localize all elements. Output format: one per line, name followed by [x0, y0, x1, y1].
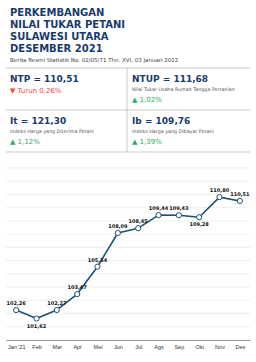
marks [14, 195, 243, 322]
tick-label: Feb [32, 344, 41, 350]
divider [6, 110, 250, 111]
chart: Jan '21 Feb Mar Apr Mei Jun Jul Ags Sep Okt Nov Des… [6, 168, 251, 350]
divider [6, 68, 250, 69]
indicator-change: ▲ 1,12% [10, 138, 40, 146]
data-label: 108,09 [108, 223, 128, 229]
grid-line [6, 273, 250, 274]
data-labels: 102,26 101,62 102,27 103,47 105,54 108,09108,… [7, 187, 250, 328]
tick-label: Jul [135, 344, 142, 350]
tick: Okt [195, 340, 204, 350]
tick-label: Okt [195, 344, 204, 350]
tick: Feb [32, 340, 41, 350]
tick-label: Mar [53, 344, 63, 350]
tick: Jan '21 [8, 340, 26, 350]
indicator-note: Indeks Harga yang Diterima Petani [10, 129, 94, 134]
data-label: 105,54 [88, 257, 108, 263]
marker [34, 316, 39, 321]
grid-line [6, 313, 250, 314]
tick: Des [235, 340, 245, 350]
data-label: 108,45 [129, 218, 149, 224]
grid-line [6, 207, 250, 208]
marker [136, 226, 141, 231]
grid-line [6, 181, 250, 182]
data-label: 109,28 [190, 221, 210, 227]
grid-line [6, 287, 250, 288]
grid-line [6, 234, 250, 235]
marker [217, 195, 222, 200]
marker [54, 307, 59, 312]
divider [6, 152, 250, 153]
indicator-label: Ib = 109,76 [132, 116, 190, 126]
title: PERKEMBANGAN [10, 7, 104, 18]
divider [127, 68, 128, 110]
tick-label: Mei [94, 344, 103, 350]
indicator-label: It = 121,30 [10, 116, 66, 126]
tick: Ags [154, 340, 164, 350]
data-label: 103,47 [68, 284, 88, 290]
axis-line [7, 340, 251, 341]
tick-label: Jan '21 [8, 344, 26, 350]
data-label: 102,27 [47, 300, 67, 306]
marker [14, 307, 19, 312]
grid [6, 168, 250, 340]
indicator-change: ▲ 1,02% [132, 96, 162, 104]
indicator-note: Nilai Tukar Usaha Rumah Tangga Pertanian [132, 87, 235, 92]
marker [237, 198, 242, 203]
tick-label: Jun [114, 344, 123, 350]
data-label: 102,26 [7, 300, 27, 306]
tick: Mar [53, 340, 63, 350]
tick: Apr [73, 340, 82, 350]
data-label: 109,44 [149, 205, 169, 211]
indicator-change: ▼ Turun 0,26% [10, 87, 62, 95]
tick: Nov [215, 340, 225, 350]
title: NILAI TUKAR PETANI [10, 19, 125, 30]
tick-label: Sep [174, 344, 184, 350]
data-label: 109,43 [169, 205, 189, 211]
tick: Jun [114, 340, 123, 350]
tick-label: Des [235, 344, 245, 350]
indicator-change: ▲ 1,39% [132, 138, 162, 146]
grid-line [6, 168, 250, 169]
indicator-note: Indeks Harga yang Dibayar Petani [132, 129, 214, 134]
marker [156, 213, 161, 218]
tick: Jul [135, 340, 142, 350]
marker [197, 215, 202, 220]
data-label: 101,62 [27, 323, 47, 329]
grid-line [6, 300, 250, 301]
subtitle: Berita Resmi Statistik No. 02/05/71 Thn.… [10, 57, 178, 64]
tick: Sep [174, 340, 184, 350]
marker [176, 213, 181, 218]
data-label: 110,80 [210, 187, 230, 193]
indicator-label: NTP = 110,51 [10, 74, 79, 84]
title: DESEMBER 2021 [10, 43, 103, 54]
indicator-label: NTUP = 111,68 [132, 74, 208, 84]
grid-line [6, 247, 250, 248]
grid-line [6, 340, 250, 341]
marker [115, 230, 120, 235]
infographic: PERKEMBANGANNILAI TUKAR PETANISULAWESI U… [0, 0, 256, 362]
tick-label: Ags [154, 344, 164, 350]
marker [75, 291, 80, 296]
grid-line [6, 194, 250, 195]
x-axis: Jan '21 Feb Mar Apr Mei Jun Jul Ags Sep Okt Nov Des [7, 340, 251, 350]
tick-label: Nov [215, 344, 225, 350]
tick-label: Apr [73, 344, 82, 350]
title: SULAWESI UTARA [10, 31, 109, 42]
data-label: 110,51 [230, 191, 250, 197]
grid-line [6, 260, 250, 261]
tick: Mei [94, 340, 103, 350]
marker [95, 264, 100, 269]
line [16, 197, 240, 318]
divider [127, 110, 128, 152]
